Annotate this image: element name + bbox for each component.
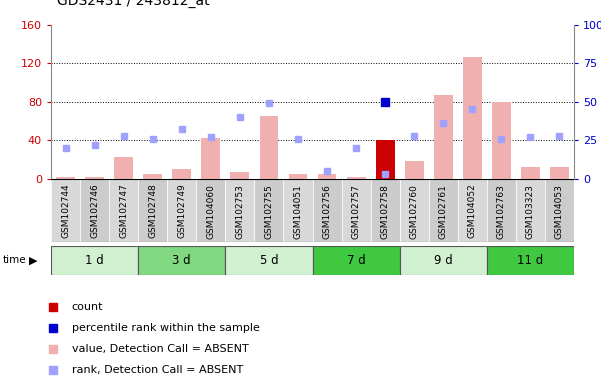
Text: GSM102748: GSM102748 xyxy=(148,184,157,238)
Text: count: count xyxy=(72,302,103,312)
Bar xyxy=(138,179,167,242)
Bar xyxy=(197,179,225,242)
Bar xyxy=(254,179,284,242)
Bar xyxy=(138,246,225,275)
Text: GSM102761: GSM102761 xyxy=(439,184,448,238)
Bar xyxy=(284,179,313,242)
Text: GSM102756: GSM102756 xyxy=(323,184,332,238)
Text: rank, Detection Call = ABSENT: rank, Detection Call = ABSENT xyxy=(72,366,243,376)
Text: GSM102753: GSM102753 xyxy=(236,184,245,238)
Bar xyxy=(550,167,569,179)
Bar xyxy=(230,172,249,179)
Bar xyxy=(492,102,511,179)
Bar xyxy=(51,179,80,242)
Bar xyxy=(80,179,109,242)
Bar xyxy=(172,169,191,179)
Text: GSM104052: GSM104052 xyxy=(468,184,477,238)
Bar xyxy=(400,179,429,242)
Bar xyxy=(404,161,424,179)
Text: 1 d: 1 d xyxy=(85,254,104,266)
Bar xyxy=(516,179,545,242)
Text: GSM102757: GSM102757 xyxy=(352,184,361,238)
Text: GSM102744: GSM102744 xyxy=(61,184,70,238)
Bar xyxy=(114,157,133,179)
Bar xyxy=(225,179,254,242)
Text: value, Detection Call = ABSENT: value, Detection Call = ABSENT xyxy=(72,344,248,354)
Text: GDS2431 / 243812_at: GDS2431 / 243812_at xyxy=(57,0,210,8)
Bar xyxy=(434,95,453,179)
Bar xyxy=(487,179,516,242)
Bar xyxy=(429,179,458,242)
Text: GSM104051: GSM104051 xyxy=(293,184,302,238)
Bar xyxy=(143,174,162,179)
Text: GSM104060: GSM104060 xyxy=(206,184,215,238)
Text: GSM102763: GSM102763 xyxy=(497,184,506,238)
Text: 9 d: 9 d xyxy=(434,254,453,266)
Bar xyxy=(313,179,341,242)
Text: GSM102747: GSM102747 xyxy=(119,184,128,238)
Bar xyxy=(545,179,574,242)
Bar xyxy=(288,174,308,179)
Bar xyxy=(56,177,75,179)
Bar xyxy=(458,179,487,242)
Text: GSM102758: GSM102758 xyxy=(380,184,389,238)
Text: 11 d: 11 d xyxy=(517,254,543,266)
Text: ▶: ▶ xyxy=(29,255,37,265)
Text: GSM103323: GSM103323 xyxy=(526,184,535,238)
Bar xyxy=(400,246,487,275)
Bar xyxy=(347,177,365,179)
Bar xyxy=(225,246,313,275)
Bar xyxy=(371,179,400,242)
Bar xyxy=(463,57,482,179)
Text: 7 d: 7 d xyxy=(347,254,365,266)
Bar xyxy=(341,179,371,242)
Text: GSM102749: GSM102749 xyxy=(177,184,186,238)
Text: GSM102746: GSM102746 xyxy=(90,184,99,238)
Bar xyxy=(51,246,138,275)
Bar xyxy=(313,246,400,275)
Bar xyxy=(260,116,278,179)
Bar xyxy=(376,140,395,179)
Text: time: time xyxy=(3,255,26,265)
Bar xyxy=(85,177,104,179)
Bar xyxy=(109,179,138,242)
Bar xyxy=(487,246,574,275)
Bar xyxy=(521,167,540,179)
Text: GSM102760: GSM102760 xyxy=(410,184,419,238)
Text: 5 d: 5 d xyxy=(260,254,278,266)
Bar xyxy=(376,177,395,179)
Bar xyxy=(317,174,337,179)
Bar xyxy=(201,138,221,179)
Text: percentile rank within the sample: percentile rank within the sample xyxy=(72,323,260,333)
Bar xyxy=(167,179,197,242)
Text: GSM104053: GSM104053 xyxy=(555,184,564,238)
Text: 3 d: 3 d xyxy=(172,254,191,266)
Text: GSM102755: GSM102755 xyxy=(264,184,273,238)
